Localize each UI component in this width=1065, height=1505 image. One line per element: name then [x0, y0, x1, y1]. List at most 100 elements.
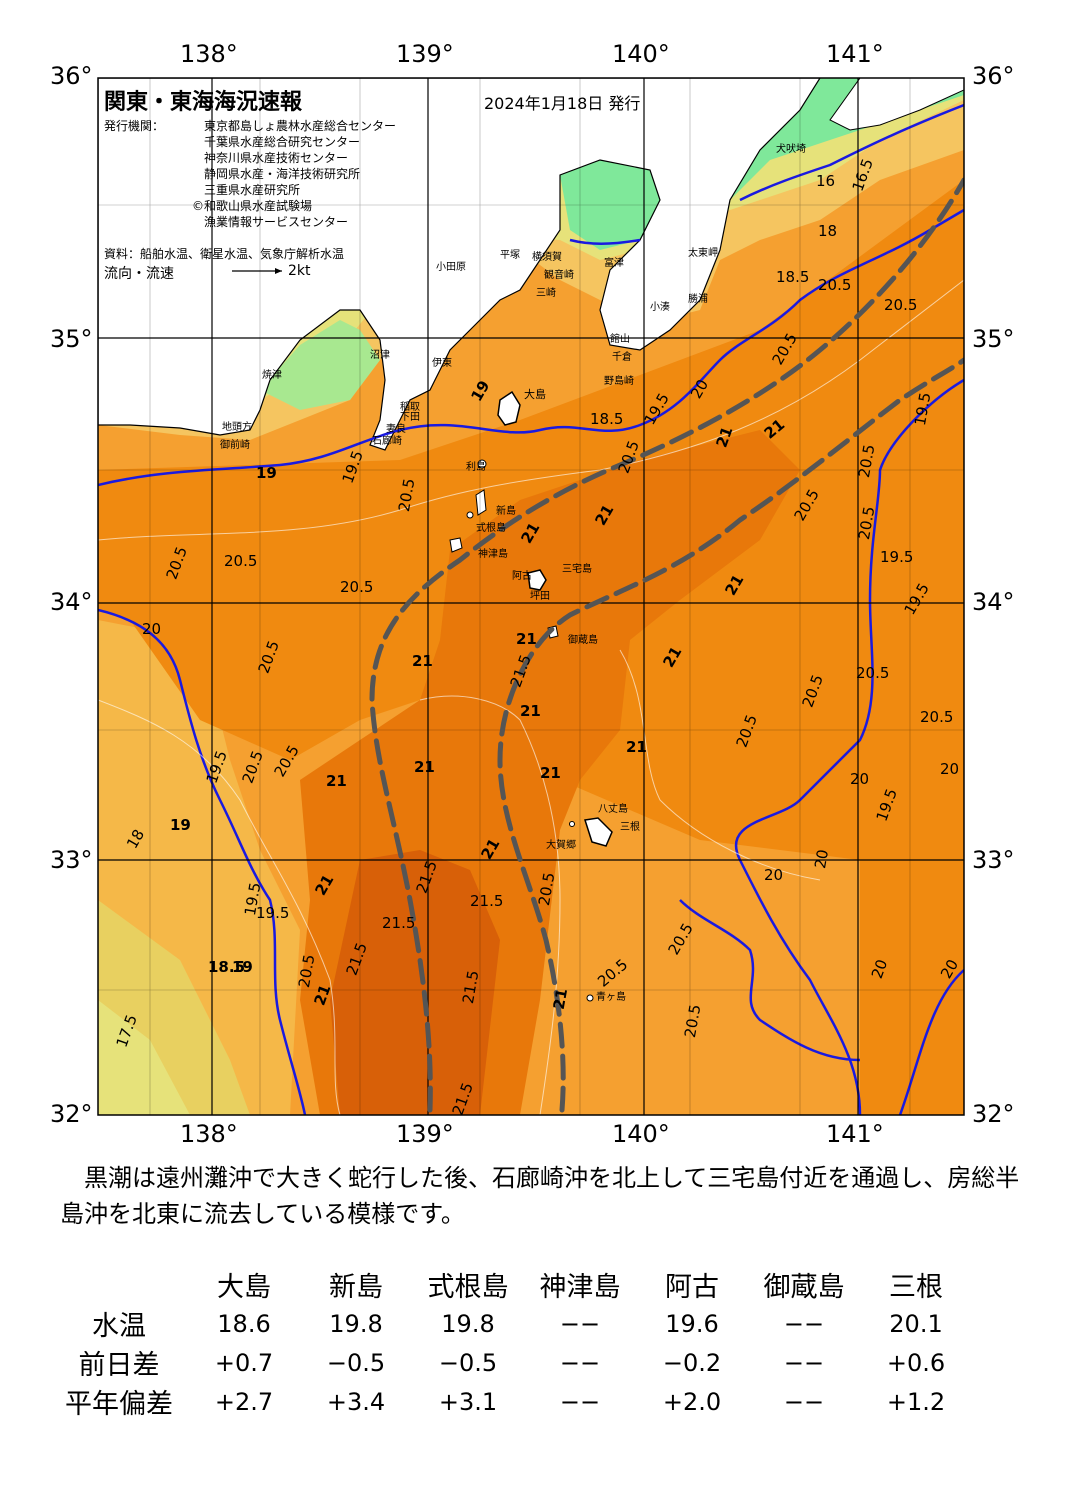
col-shikine: 式根島	[427, 1272, 509, 1303]
lat-label-left-35: 35°	[50, 325, 93, 353]
col-mitsune: 三根	[889, 1272, 943, 1303]
table-corner	[50, 1265, 188, 1304]
contour-label: 20	[850, 770, 870, 788]
contour-label: 21	[412, 652, 433, 670]
contour-label: 21	[520, 702, 541, 720]
zone-16-tokyo-bay	[560, 160, 665, 250]
contour-label: 20.5	[818, 276, 852, 294]
isotherm-16-bay	[569, 238, 641, 245]
place-mikura: 御蔵島	[568, 635, 598, 646]
contour-label: 18.5	[776, 268, 810, 286]
lon-label-bottom-139: 139°	[396, 1120, 454, 1148]
table-cell: −−	[783, 1387, 825, 1416]
lon-label-top-139: 139°	[396, 40, 454, 68]
place-miyake: 三宅島	[562, 564, 592, 575]
table-cell: −0.2	[662, 1348, 722, 1377]
place-shikine: 式根島	[476, 523, 506, 534]
table-row: 水温 18.6 19.8 19.8 −− 19.6 −− 20.1	[50, 1304, 972, 1343]
place-okago: 大賀郷	[546, 840, 576, 851]
land-inubo	[829, 78, 964, 131]
place-irozaki: 石廊崎	[372, 436, 402, 447]
isotherm-20-loop	[679, 899, 861, 1062]
table-cell: −0.5	[326, 1348, 386, 1377]
publisher-list: 東京都島しょ農林水産総合センター 千葉県水産総合研究センター 神奈川県水産技術セ…	[192, 118, 396, 230]
place-ito: 伊東	[432, 358, 452, 369]
table-cell: 19.6	[665, 1309, 719, 1338]
row-label-anomaly: 平年偏差	[65, 1389, 173, 1420]
contour-label: 21	[326, 772, 347, 790]
place-odawara: 小田原	[436, 262, 466, 273]
flow-scale-value: 2kt	[288, 263, 311, 279]
table-cell: 18.6	[217, 1309, 271, 1338]
row-label-temp: 水温	[92, 1311, 146, 1342]
land-honshu	[98, 78, 821, 451]
isotherm-20-se	[898, 969, 964, 1115]
island-aogashima	[586, 994, 594, 1002]
map-title: 関東・東海海況速報	[104, 90, 303, 115]
lon-label-top-138: 138°	[180, 40, 238, 68]
lat-label-left-32: 32°	[50, 1100, 93, 1128]
isotherm-16	[739, 103, 964, 202]
lon-label-bottom-140: 140°	[612, 1120, 670, 1148]
place-futtsu: 富津	[604, 258, 624, 269]
place-kannonzaki: 観音崎	[544, 270, 574, 281]
contour-label: 20.5	[340, 578, 374, 596]
table-cell: +3.4	[326, 1387, 386, 1416]
zone-16-suruga	[260, 320, 380, 410]
place-inubo: 犬吠埼	[776, 144, 806, 155]
table-cell: +2.0	[662, 1387, 722, 1416]
table-cell: −−	[783, 1348, 825, 1377]
place-misaki: 三崎	[536, 288, 556, 299]
contour-label: 21	[540, 764, 561, 782]
contour-label: 21	[626, 738, 647, 756]
contour-label: 21	[549, 987, 572, 1011]
place-mitsune: 三根	[620, 822, 640, 833]
table-cell: 19.8	[441, 1309, 495, 1338]
place-oshima: 大島	[524, 388, 546, 401]
zone-17-5	[98, 1000, 190, 1115]
publisher-label: 発行機関：	[104, 119, 165, 133]
contour-label: 20	[940, 760, 960, 778]
place-inatori: 稲取	[400, 402, 420, 413]
table-cell: +1.2	[886, 1387, 946, 1416]
table-cell: −0.5	[438, 1348, 498, 1377]
isotherms	[98, 103, 964, 1115]
lat-label-right-33: 33°	[972, 846, 1015, 874]
place-tateyama: 館山	[610, 334, 630, 345]
place-taito: 太東岬	[688, 248, 718, 259]
lat-label-right-32: 32°	[972, 1100, 1015, 1128]
isotherm-20-east	[734, 378, 964, 1115]
island-kozu	[449, 537, 463, 553]
lat-label-right-36: 36°	[972, 62, 1015, 90]
place-hiratsuka: 平塚	[500, 250, 520, 261]
lon-label-bottom-141: 141°	[826, 1120, 884, 1148]
place-omaezaki: 御前崎	[220, 440, 250, 451]
island-kohachijo	[569, 821, 575, 827]
grid-major	[98, 78, 964, 1115]
island-hachijo	[584, 817, 613, 847]
isotherm-20	[98, 608, 307, 1115]
contour-label: 20.5	[224, 552, 258, 570]
isotherm-19	[98, 208, 964, 487]
island-oshima	[497, 390, 521, 426]
kuroshio-axis	[369, 177, 964, 1113]
contour-label: 19	[170, 816, 191, 834]
island-niijima	[475, 489, 487, 516]
contour-label: 20.5	[920, 708, 954, 726]
issue-date: 2024年1月18日 発行	[484, 94, 641, 113]
lon-label-top-141: 141°	[826, 40, 884, 68]
contour-label: 18	[818, 222, 838, 240]
grid-fine	[98, 78, 964, 1115]
contour-label: 20	[764, 866, 784, 884]
contour-label: 18.5	[208, 958, 246, 976]
lat-label-right-35: 35°	[972, 325, 1015, 353]
col-oshima: 大島	[217, 1272, 271, 1303]
row-label-day-diff: 前日差	[78, 1350, 160, 1381]
place-yaizu: 焼津	[262, 370, 282, 381]
kuroshio-axis-main	[369, 177, 964, 1113]
place-yokosuka: 横須賀	[532, 252, 562, 263]
contour-label: 21	[516, 630, 537, 648]
table-cell: 20.1	[889, 1309, 943, 1338]
zone-21-5	[330, 850, 500, 1115]
place-aogashima: 青ヶ島	[596, 992, 626, 1003]
